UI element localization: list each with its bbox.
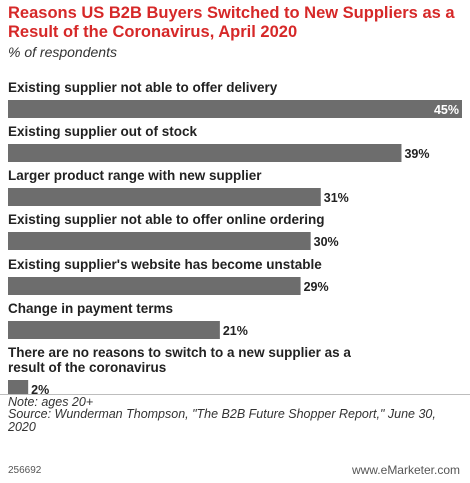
category-label: Existing supplier not able to offer onli… — [8, 212, 325, 227]
chart-id: 256692 — [8, 465, 42, 476]
value-label: 21% — [223, 324, 248, 338]
bar-chart: Existing supplier not able to offer deli… — [8, 80, 462, 394]
value-label: 2% — [31, 383, 49, 394]
chart-subtitle: % of respondents — [8, 44, 117, 60]
bar — [8, 188, 321, 206]
value-label: 30% — [314, 235, 339, 249]
value-label: 29% — [304, 280, 329, 294]
bar — [8, 277, 301, 295]
category-label: Change in payment terms — [8, 301, 173, 316]
category-label: Larger product range with new supplier — [8, 168, 262, 183]
value-label: 31% — [324, 191, 349, 205]
value-label: 45% — [434, 103, 459, 117]
category-label: Existing supplier not able to offer deli… — [8, 80, 278, 95]
bar — [8, 321, 220, 339]
category-label: Existing supplier out of stock — [8, 124, 198, 139]
note-text: Note: ages 20+ — [8, 395, 94, 409]
bar — [8, 232, 311, 250]
bar — [8, 380, 29, 394]
category-label: Existing supplier's website has become u… — [8, 257, 322, 272]
bar — [8, 144, 402, 162]
category-label: result of the coronavirus — [8, 360, 166, 375]
brand-link[interactable]: www.eMarketer.com — [351, 463, 460, 477]
bar — [8, 100, 462, 118]
chart-title: Reasons US B2B Buyers Switched to New Su… — [8, 4, 455, 41]
footer-divider — [0, 394, 470, 395]
source-text: Source: Wunderman Thompson, "The B2B Fut… — [8, 407, 436, 434]
category-label: There are no reasons to switch to a new … — [8, 345, 351, 360]
value-label: 39% — [404, 147, 429, 161]
